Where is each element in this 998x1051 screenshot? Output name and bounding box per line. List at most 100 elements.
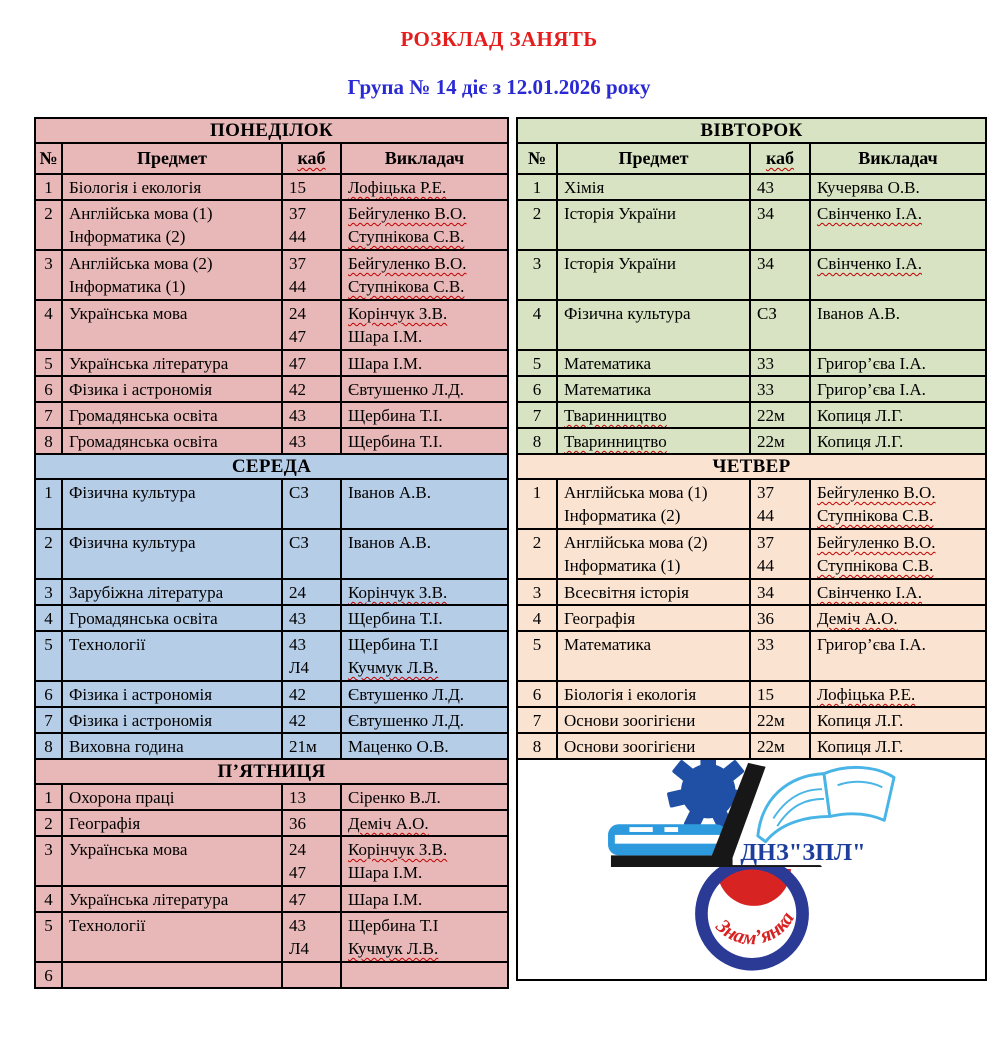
room-value: 22м bbox=[757, 406, 785, 425]
text-line: Копиця Л.Г. bbox=[817, 737, 904, 756]
table-row: 8 Виховна година 21м Маценко О.В. bbox=[34, 732, 509, 760]
teacher-line: Кучерява О.В. bbox=[812, 176, 984, 198]
table-row: 2 Англійська мова (1) Інформатика (2) 37 44 Б… bbox=[34, 199, 509, 251]
cell-teacher: Лофіцька Р.Е. bbox=[340, 173, 509, 201]
teacher-line: Іванов А.В. bbox=[343, 481, 506, 504]
text-line: Свінченко І.А. bbox=[817, 583, 922, 602]
teacher-line: Деміч А.О. bbox=[812, 607, 984, 629]
text-line: Копиця Л.Г. bbox=[817, 432, 904, 451]
table-row: 8 Громадянська освіта 43 Щербина Т.І. bbox=[34, 427, 509, 455]
room-value: 47 bbox=[289, 890, 306, 909]
cell-room: 37 44 bbox=[749, 528, 811, 580]
cell-room: 22м bbox=[749, 706, 811, 734]
cell-num: 5 bbox=[34, 349, 63, 377]
table-row: 5 Математика 33 Григор’єва І.А. bbox=[516, 349, 987, 377]
room-value: 44 bbox=[289, 277, 306, 296]
cell-teacher: Григор’єва І.А. bbox=[809, 630, 987, 682]
teacher-line: Григор’єва І.А. bbox=[812, 352, 984, 374]
cell-teacher: Щербина Т.І Кучмук Л.В. bbox=[340, 911, 509, 963]
text-line: Основи зоогігієни bbox=[564, 737, 696, 756]
text-line: Григор’єва І.А. bbox=[817, 380, 926, 399]
cell-subject: Фізична культура bbox=[61, 528, 283, 580]
table-row: 5 Технології 43 Л4 Щербина Т.І Кучмук Л.В. bbox=[34, 911, 509, 963]
table-row: ПОНЕДІЛОК bbox=[34, 117, 509, 144]
subject-line: Фізична культура bbox=[64, 531, 280, 554]
cell-num: 8 bbox=[34, 732, 63, 760]
table-row: 6 Математика 33 Григор’єва І.А. bbox=[516, 375, 987, 403]
cell-room: 33 bbox=[749, 630, 811, 682]
table-row: ВІВТОРОК bbox=[516, 117, 987, 144]
cell-subject: Українська література bbox=[61, 885, 283, 913]
text-line: Технології bbox=[69, 916, 146, 935]
cell-subject: Біологія і екологія bbox=[556, 680, 751, 708]
subject-line: Українська література bbox=[64, 888, 280, 910]
teacher-line: Євтушенко Л.Д. bbox=[343, 709, 506, 731]
text-line: Фізична культура bbox=[69, 533, 196, 552]
room-value: 42 bbox=[289, 711, 306, 730]
table-row: 6 Фізика і астрономія 42 Євтушенко Л.Д. bbox=[34, 375, 509, 403]
text-line: Громадянська освіта bbox=[69, 432, 218, 451]
teacher-line: Свінченко І.А. bbox=[812, 202, 984, 225]
cell-num: 4 bbox=[34, 604, 63, 632]
cell-room: СЗ bbox=[281, 528, 342, 580]
room-value: 37 bbox=[757, 533, 774, 552]
cell-num: 6 bbox=[516, 680, 558, 708]
room-value: 33 bbox=[757, 380, 774, 399]
text-line: Ступнікова С.В. bbox=[348, 227, 465, 246]
room-value: 21м bbox=[289, 737, 317, 756]
cell-num: 6 bbox=[34, 961, 63, 989]
subject-line: Технології bbox=[64, 633, 280, 656]
table-row: 7 Фізика і астрономія 42 Євтушенко Л.Д. bbox=[34, 706, 509, 734]
cell-room: 37 44 bbox=[281, 249, 342, 301]
table-row: 2 Історія України 34 Свінченко І.А. bbox=[516, 199, 987, 251]
cell-teacher: Копиця Л.Г. bbox=[809, 401, 987, 429]
text-line: Шара І.М. bbox=[348, 863, 423, 882]
cell-subject: Технології bbox=[61, 911, 283, 963]
subject-line: Географія bbox=[559, 607, 748, 629]
cell-room: 43 Л4 bbox=[281, 911, 342, 963]
table-row: 6 bbox=[34, 961, 509, 989]
text-line: Маценко О.В. bbox=[348, 737, 449, 756]
table-row: 1 Біологія і екологія 15 Лофіцька Р.Е. bbox=[34, 173, 509, 201]
table-row: 4 Українська мова 24 47 Корінчук З.В. Шара І.… bbox=[34, 299, 509, 351]
cell-num: 4 bbox=[34, 885, 63, 913]
text-line: Євтушенко Л.Д. bbox=[348, 711, 465, 730]
cell-room: 43 bbox=[749, 173, 811, 201]
cell-room: 15 bbox=[281, 173, 342, 201]
cell-teacher: Корінчук З.В. Шара І.М. bbox=[340, 835, 509, 887]
text-line: Свінченко І.А. bbox=[817, 254, 922, 273]
teacher-line: Корінчук З.В. bbox=[343, 581, 506, 603]
day-header-monday: ПОНЕДІЛОК bbox=[34, 117, 509, 144]
text-line: Сіренко В.Л. bbox=[348, 788, 441, 807]
cell-num: 6 bbox=[34, 680, 63, 708]
text-line: Математика bbox=[564, 635, 652, 654]
column-header-subject: Предмет bbox=[556, 142, 751, 175]
cell-teacher: Свінченко І.А. bbox=[809, 199, 987, 251]
cell-subject: Зарубіжна література bbox=[61, 578, 283, 606]
cell-num: 1 bbox=[516, 478, 558, 530]
cell-subject: Громадянська освіта bbox=[61, 401, 283, 429]
room-value: 13 bbox=[289, 788, 306, 807]
subject-line: Громадянська освіта bbox=[64, 404, 280, 426]
room-value: 43 bbox=[289, 635, 306, 654]
text-line: Математика bbox=[564, 354, 652, 373]
cell-teacher: Деміч А.О. bbox=[809, 604, 987, 632]
cell-subject: Виховна година bbox=[61, 732, 283, 760]
text-line: Географія bbox=[69, 814, 141, 833]
cell-teacher: Щербина Т.І. bbox=[340, 427, 509, 455]
room-value: 43 bbox=[289, 609, 306, 628]
cell-num: 2 bbox=[516, 528, 558, 580]
room-value: 43 bbox=[289, 406, 306, 425]
text-line: Кучмук Л.В. bbox=[348, 939, 439, 958]
cell-subject: Охорона праці bbox=[61, 783, 283, 811]
text-line: Кучмук Л.В. bbox=[348, 658, 439, 677]
column-header-num: № bbox=[516, 142, 558, 175]
cell-room: СЗ bbox=[749, 299, 811, 351]
cell-teacher: Бейгуленко В.О. Ступнікова С.В. bbox=[809, 478, 987, 530]
cell-subject: Українська мова bbox=[61, 835, 283, 887]
day-header-thursday: ЧЕТВЕР bbox=[516, 453, 987, 480]
text-line: Англійська мова (2) bbox=[564, 533, 708, 552]
subject-line: Англійська мова (1) bbox=[64, 202, 280, 225]
school-logo: Знам’янка ДНЗ"ЗПЛ" bbox=[607, 761, 895, 974]
table-row: 3 Всесвітня історія 34 Свінченко І.А. bbox=[516, 578, 987, 606]
